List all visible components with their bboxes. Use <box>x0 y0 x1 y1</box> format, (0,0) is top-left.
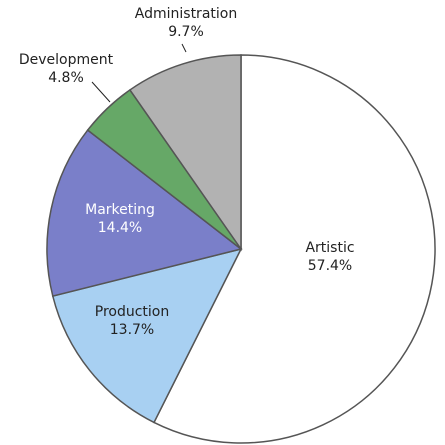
slice-value-label: 13.7% <box>110 322 154 338</box>
pie-slice <box>51 247 243 424</box>
leader-line <box>91 81 111 103</box>
pie-slice <box>46 129 243 297</box>
slice-value-label: 57.4% <box>308 258 352 274</box>
slice-value-label: 14.4% <box>98 220 142 236</box>
slice-label: Administration <box>135 6 237 22</box>
slice-label: Marketing <box>85 202 155 218</box>
slice-label: Artistic <box>305 240 354 256</box>
pie-slice <box>128 54 242 252</box>
pie-slice <box>153 54 436 444</box>
slice-label: Development <box>19 52 114 68</box>
slice-value-label: 9.7% <box>168 24 204 40</box>
slice-value-label: 4.8% <box>48 70 84 86</box>
slice-label: Production <box>95 304 169 320</box>
leader-line <box>181 43 187 53</box>
